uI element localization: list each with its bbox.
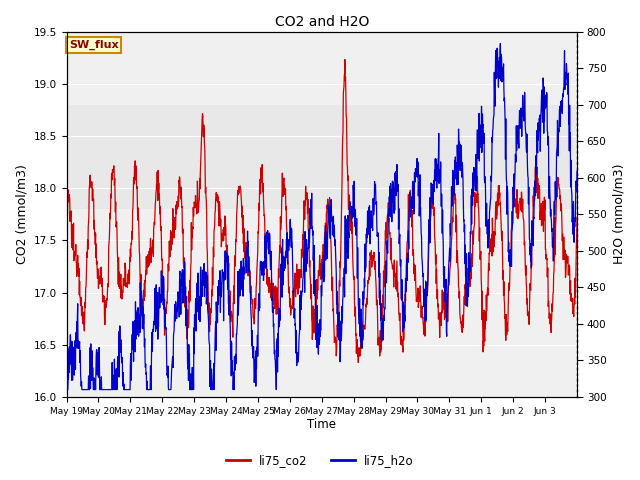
Title: CO2 and H2O: CO2 and H2O [275,15,369,29]
X-axis label: Time: Time [307,419,336,432]
Bar [67,105,577,209]
Y-axis label: CO2 (mmol/m3): CO2 (mmol/m3) [15,164,28,264]
Text: SW_flux: SW_flux [69,40,118,50]
Legend: li75_co2, li75_h2o: li75_co2, li75_h2o [221,449,419,472]
Y-axis label: H2O (mmol/m3): H2O (mmol/m3) [612,164,625,264]
